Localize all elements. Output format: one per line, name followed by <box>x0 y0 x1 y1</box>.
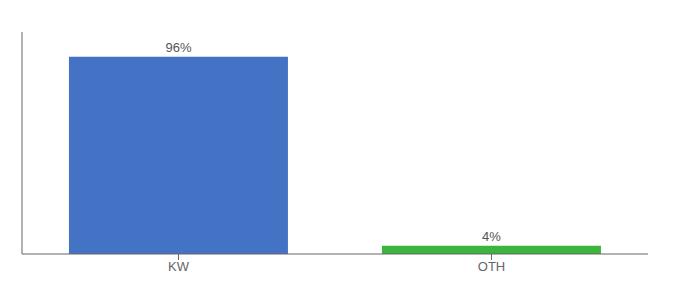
svg-text:96%: 96% <box>165 40 191 55</box>
svg-text:OTH: OTH <box>478 259 505 274</box>
svg-text:4%: 4% <box>482 229 501 244</box>
svg-text:KW: KW <box>168 259 190 274</box>
